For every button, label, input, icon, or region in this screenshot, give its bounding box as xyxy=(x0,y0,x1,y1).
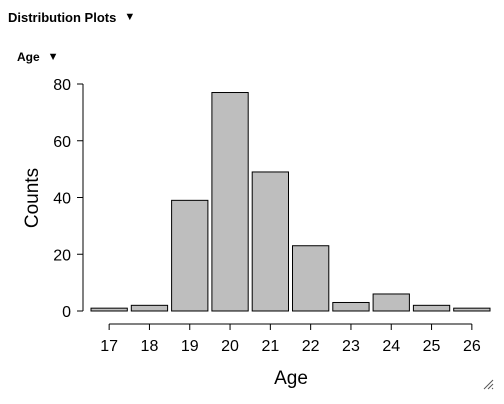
bars xyxy=(90,92,491,312)
resize-grip-icon[interactable] xyxy=(482,378,494,390)
histogram-bar xyxy=(211,92,249,312)
x-axis: 17 18 19 20 21 22 23 24 25 26 xyxy=(100,323,481,355)
x-tick-label: 24 xyxy=(382,338,400,355)
histogram-bar xyxy=(130,304,169,312)
y-tick-label: 0 xyxy=(62,304,71,321)
x-tick-label: 18 xyxy=(141,338,159,355)
y-tick-label: 20 xyxy=(53,247,71,264)
x-tick-label: 17 xyxy=(100,338,118,355)
x-axis-label: Age xyxy=(274,368,308,389)
x-tick-label: 23 xyxy=(342,338,360,355)
histogram-bar xyxy=(372,293,410,312)
section-title: Distribution Plots xyxy=(8,10,117,25)
histogram-bar xyxy=(292,245,330,312)
triangle-down-icon[interactable]: ▼ xyxy=(47,50,59,63)
triangle-down-icon[interactable]: ▼ xyxy=(124,11,136,23)
histogram-bar xyxy=(171,199,209,312)
variable-title: Age xyxy=(17,50,40,64)
variable-header[interactable]: Age ▼ xyxy=(17,50,59,64)
histogram-bar xyxy=(251,171,289,312)
distribution-plots-header[interactable]: Distribution Plots ▼ xyxy=(8,10,135,25)
y-tick-label: 80 xyxy=(53,77,71,94)
histogram-bar xyxy=(90,307,128,312)
histogram-bar xyxy=(412,304,451,312)
y-tick-label: 40 xyxy=(53,191,71,208)
x-tick-label: 20 xyxy=(221,338,239,355)
x-tick-label: 25 xyxy=(423,338,441,355)
y-axis-label: Counts xyxy=(22,168,43,228)
x-tick-label: 21 xyxy=(261,338,279,355)
x-tick-label: 22 xyxy=(302,338,320,355)
histogram-bar xyxy=(453,307,491,312)
x-tick-label: 26 xyxy=(463,338,481,355)
y-axis: 0 20 40 60 80 xyxy=(53,77,84,321)
histogram-bar xyxy=(332,301,370,312)
x-tick-label: 19 xyxy=(181,338,199,355)
y-tick-label: 60 xyxy=(53,134,71,151)
